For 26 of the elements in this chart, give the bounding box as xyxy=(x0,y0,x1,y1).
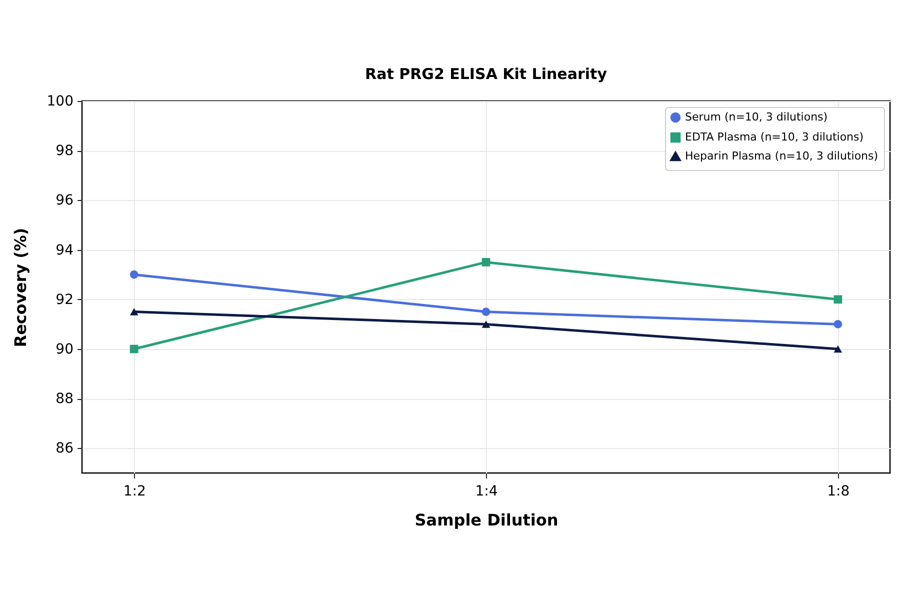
point xyxy=(482,320,490,328)
point xyxy=(482,308,490,316)
y-tick-label: 98 xyxy=(56,143,74,160)
point xyxy=(834,345,842,353)
y-tick-label: 90 xyxy=(56,342,74,358)
y-tick-label: 92 xyxy=(56,292,74,308)
y-tick-label: 88 xyxy=(56,391,74,408)
legend-label: Heparin Plasma (n=10, 3 dilutions) xyxy=(685,150,878,162)
point xyxy=(130,344,138,354)
point xyxy=(834,295,842,304)
legend-label: Serum (n=10, 3 dilutions) xyxy=(685,110,828,124)
chart-title: Rat PRG2 ELISA Kit Linearity xyxy=(365,65,608,83)
y-tick-label: 94 xyxy=(56,242,74,258)
x-tick-label: 1:2 xyxy=(123,484,146,500)
point xyxy=(834,320,842,328)
y-tick-label: 100 xyxy=(46,94,74,110)
y-tick-label: 96 xyxy=(56,192,74,209)
point xyxy=(482,258,490,266)
x-tick-label: 1:8 xyxy=(827,484,850,500)
x-axis-title: Sample Dilution xyxy=(414,510,558,530)
y-axis-title: Recovery (%) xyxy=(10,228,30,348)
legend-label: EDTA Plasma (n=10, 3 dilutions) xyxy=(685,130,864,144)
x-tick-label: 1:4 xyxy=(475,484,498,500)
point xyxy=(130,308,138,316)
y-tick-label: 86 xyxy=(56,440,74,457)
point xyxy=(130,270,138,279)
